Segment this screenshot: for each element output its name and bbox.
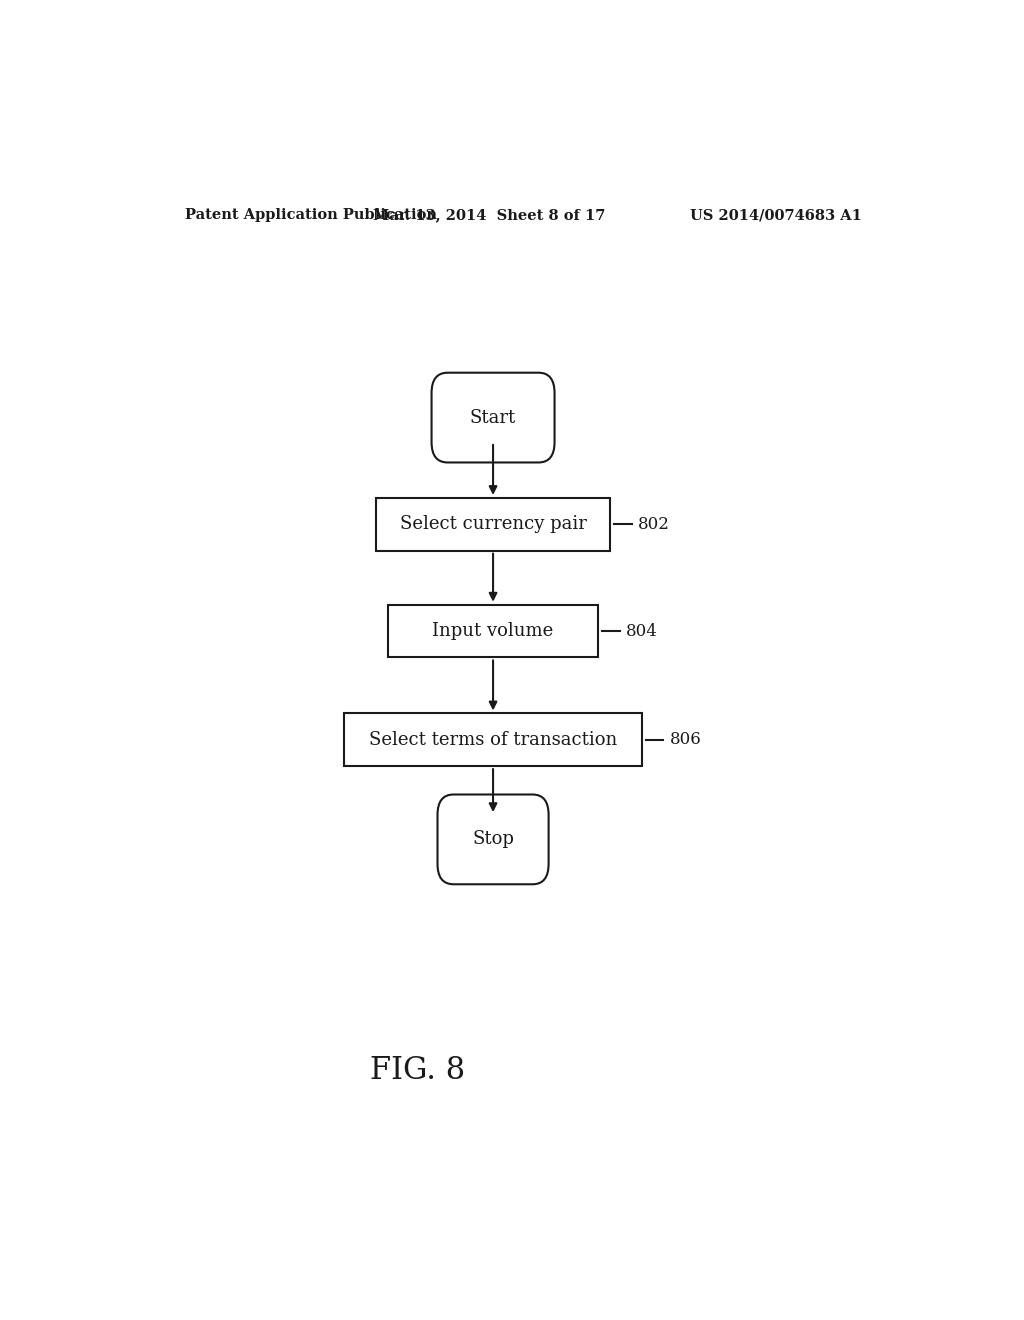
Bar bbox=[344, 713, 642, 766]
Text: US 2014/0074683 A1: US 2014/0074683 A1 bbox=[690, 209, 862, 222]
Bar bbox=[388, 605, 598, 657]
Bar bbox=[376, 498, 610, 550]
Text: Select currency pair: Select currency pair bbox=[399, 515, 587, 533]
Text: FIG. 8: FIG. 8 bbox=[370, 1055, 465, 1085]
FancyBboxPatch shape bbox=[431, 372, 555, 462]
Text: 804: 804 bbox=[626, 623, 657, 639]
Text: Start: Start bbox=[470, 409, 516, 426]
Text: Select terms of transaction: Select terms of transaction bbox=[369, 731, 617, 748]
FancyBboxPatch shape bbox=[437, 795, 549, 884]
Text: Mar. 13, 2014  Sheet 8 of 17: Mar. 13, 2014 Sheet 8 of 17 bbox=[373, 209, 605, 222]
Text: Patent Application Publication: Patent Application Publication bbox=[185, 209, 437, 222]
Text: Input volume: Input volume bbox=[432, 622, 554, 640]
Text: Stop: Stop bbox=[472, 830, 514, 849]
Text: 802: 802 bbox=[638, 516, 670, 533]
Text: 806: 806 bbox=[670, 731, 701, 748]
